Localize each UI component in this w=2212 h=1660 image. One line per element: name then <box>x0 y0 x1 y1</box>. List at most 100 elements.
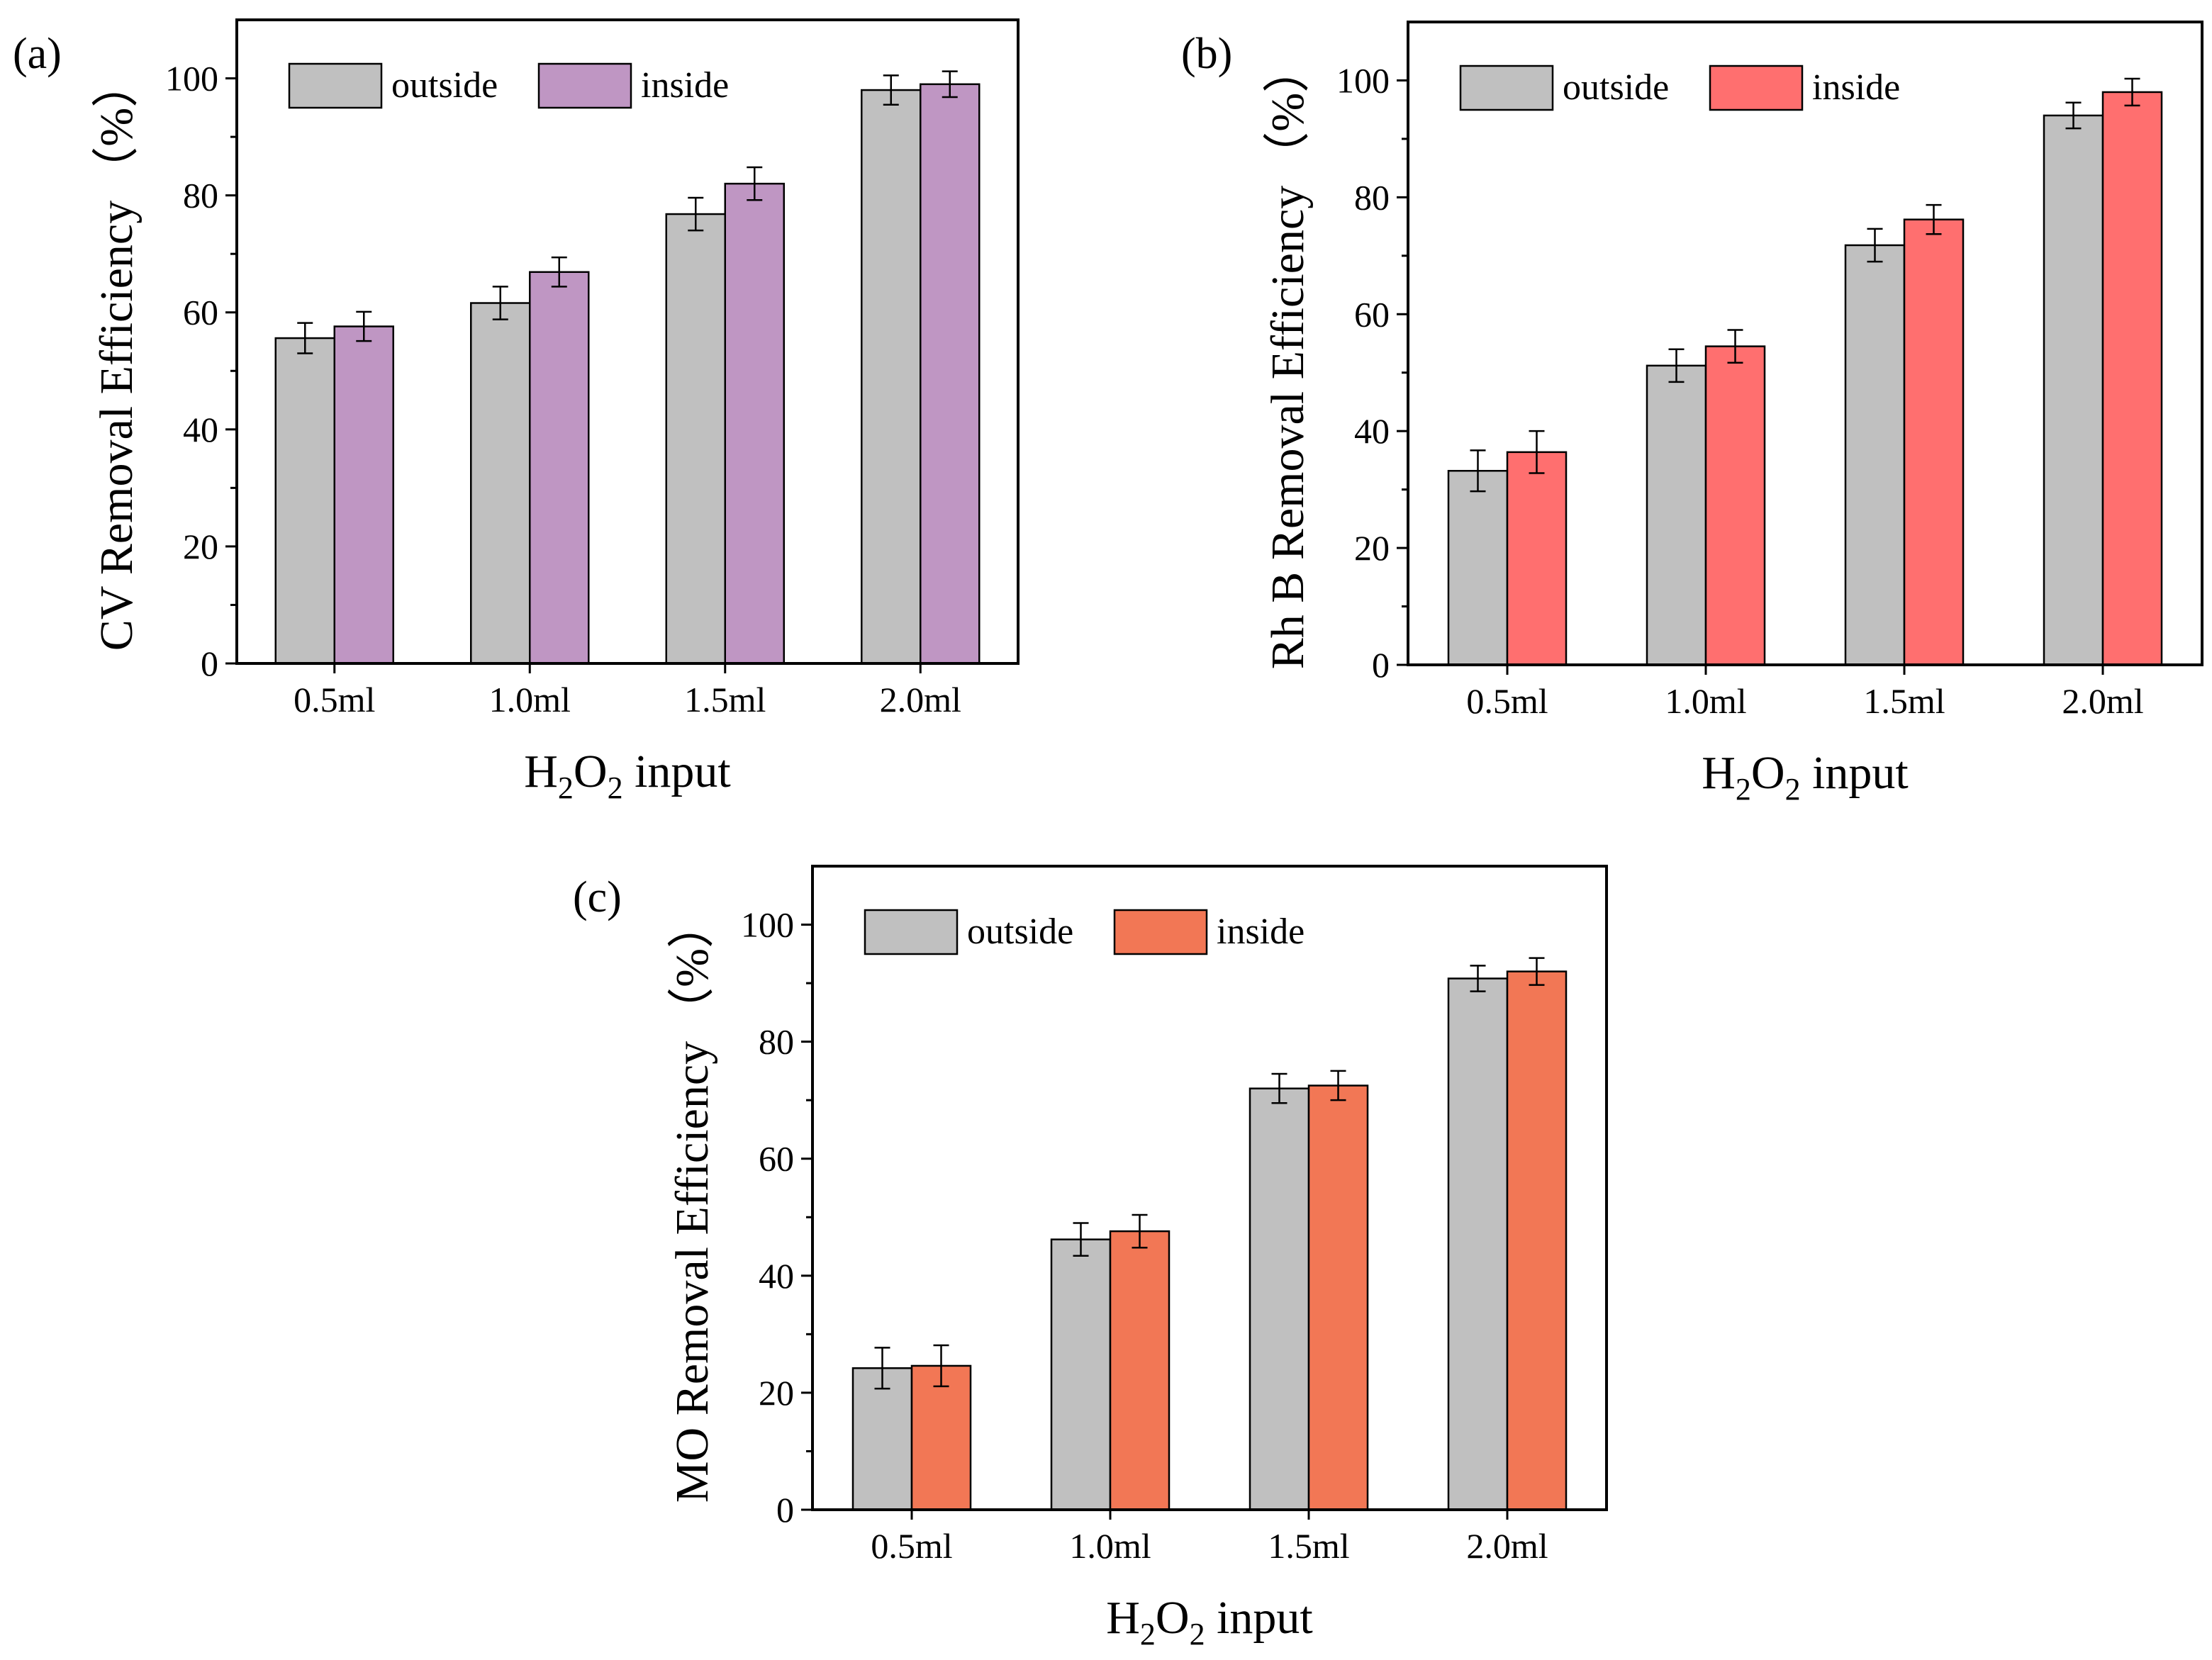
x-tick-label: 2.0ml <box>880 680 961 719</box>
y-axis-title: Rh B Removal Efficiency （%） <box>1262 46 1314 669</box>
x-tick-label: 0.5ml <box>1466 681 1548 721</box>
y-axis-title-unit: （%） <box>1262 46 1314 179</box>
x-axis-title-o: O <box>1156 1592 1190 1644</box>
chart-panel-3: 0.5ml 1.0ml 1.5ml 2.0ml 0 20 40 60 80 100 outside i… <box>573 865 1608 1651</box>
y-tick-label: 100 <box>165 59 218 99</box>
legend: outside inside <box>1459 65 1900 111</box>
bar-inside-1.0ml <box>529 271 590 665</box>
error-bar-outside-1.0ml <box>492 286 508 320</box>
x-tick-label: 0.5ml <box>294 680 375 719</box>
bar-outside-1.5ml <box>1249 1087 1310 1511</box>
plot-frame <box>811 865 1608 1511</box>
legend: outside inside <box>288 62 729 109</box>
x-tick-label: 2.0ml <box>2062 681 2143 721</box>
error-bar-inside-1.5ml <box>747 166 763 201</box>
x-axis-title-rest: input <box>1801 747 1909 799</box>
x-tick-label: 2.0ml <box>1466 1526 1548 1566</box>
error-bar-outside-2.0ml <box>2065 101 2082 130</box>
error-bar-inside-2.0ml <box>942 70 958 99</box>
x-tick-label: 1.5ml <box>1268 1526 1349 1566</box>
y-axis-title-label: MO Removal Efficiency <box>666 1041 718 1503</box>
error-bar-inside-1.0ml <box>551 256 567 288</box>
bar-inside-0.5ml <box>1506 451 1568 666</box>
legend-label-outside: outside <box>391 65 498 106</box>
error-bar-inside-2.0ml <box>1529 957 1545 986</box>
error-bar-inside-2.0ml <box>2124 77 2140 107</box>
error-bar-outside-2.0ml <box>1470 965 1486 992</box>
bar-outside-1.5ml <box>1844 244 1906 666</box>
legend-label-outside: outside <box>1563 67 1669 108</box>
panel-label: (c) <box>573 873 622 921</box>
bar-outside-2.0ml <box>861 89 922 665</box>
error-bar-inside-1.5ml <box>1926 203 1942 235</box>
y-tick-label: 0 <box>776 1490 794 1530</box>
y-tick-label: 20 <box>1354 528 1390 568</box>
legend-label-inside: inside <box>1217 912 1305 952</box>
y-tick-label: 80 <box>1354 177 1390 217</box>
error-bar-outside-1.5ml <box>688 196 704 232</box>
error-bar-outside-1.0ml <box>1073 1222 1089 1257</box>
legend-swatch-outside <box>864 909 959 955</box>
error-bar-outside-2.0ml <box>883 74 899 106</box>
x-tick-label: 1.0ml <box>1069 1526 1151 1566</box>
y-tick-label: 60 <box>1354 294 1390 334</box>
bar-inside-1.5ml <box>1307 1084 1369 1511</box>
y-tick-label: 0 <box>201 644 218 683</box>
x-axis-title-sub-2: 2 <box>1190 1617 1205 1651</box>
y-tick-label: 100 <box>741 905 794 945</box>
y-tick-label: 20 <box>183 527 218 566</box>
bar-inside-1.5ml <box>1903 218 1965 666</box>
bar-inside-1.5ml <box>724 182 785 665</box>
legend-swatch-outside <box>1459 65 1554 111</box>
panel-label: (b) <box>1181 30 1232 78</box>
legend-swatch-inside <box>1113 909 1208 955</box>
error-bar-inside-1.0ml <box>1132 1213 1148 1249</box>
x-tick-label: 1.0ml <box>489 680 571 719</box>
legend-label-inside: inside <box>641 65 729 106</box>
y-tick-label: 80 <box>759 1022 794 1062</box>
x-axis-title-o: O <box>1751 747 1785 799</box>
y-axis-title-unit: （%） <box>91 61 143 194</box>
error-bar-inside-0.5ml <box>933 1344 949 1388</box>
error-bar-outside-0.5ml <box>297 322 313 354</box>
x-axis-title-sub-1: 2 <box>1140 1617 1156 1651</box>
y-tick-label: 20 <box>759 1373 794 1413</box>
x-axis-title-sub-1: 2 <box>558 770 574 805</box>
legend-swatch-inside <box>537 62 632 109</box>
bar-outside-2.0ml <box>2043 114 2104 666</box>
x-tick-label: 1.5ml <box>1863 681 1945 721</box>
chart-panel-1: 0.5ml 1.0ml 1.5ml 2.0ml 0 20 40 60 80 100 outside i… <box>13 18 1020 805</box>
x-axis-title: H2O2 input <box>524 746 731 805</box>
y-axis-title: MO Removal Efficiency （%） <box>666 902 718 1503</box>
bar-inside-1.0ml <box>1704 345 1766 666</box>
error-bar-outside-1.5ml <box>1867 228 1883 263</box>
y-axis-title-label: Rh B Removal Efficiency <box>1262 186 1314 669</box>
x-axis-title-h: H <box>1106 1592 1140 1644</box>
chart-panel-2: 0.5ml 1.0ml 1.5ml 2.0ml 0 20 40 60 80 100 outside i… <box>1181 21 2203 807</box>
y-tick-label: 60 <box>759 1139 794 1179</box>
error-bar-outside-0.5ml <box>874 1347 890 1390</box>
plot-frame <box>235 18 1020 665</box>
x-axis-title: H2O2 input <box>1702 747 1909 807</box>
x-tick-label: 1.0ml <box>1665 681 1746 721</box>
y-tick-label: 80 <box>183 176 218 215</box>
bar-outside-0.5ml <box>274 337 335 665</box>
legend-swatch-outside <box>288 62 383 109</box>
error-bar-inside-1.5ml <box>1330 1070 1346 1101</box>
x-axis-title-sub-2: 2 <box>1785 772 1801 807</box>
x-axis-title-rest: input <box>623 746 731 797</box>
y-tick-label: 40 <box>183 410 218 449</box>
y-axis-title: CV Removal Efficiency （%） <box>91 61 143 651</box>
error-bar-outside-1.0ml <box>1668 348 1685 383</box>
y-tick-label: 40 <box>759 1256 794 1296</box>
y-axis-title-label: CV Removal Efficiency <box>91 201 143 651</box>
bar-outside-1.5ml <box>665 213 726 665</box>
x-axis-title-h: H <box>524 746 558 797</box>
bar-inside-2.0ml <box>1506 970 1568 1511</box>
x-axis-title: H2O2 input <box>1106 1592 1313 1651</box>
bar-inside-2.0ml <box>2101 91 2163 666</box>
bar-outside-1.0ml <box>1050 1238 1112 1511</box>
legend-swatch-inside <box>1709 65 1804 111</box>
y-tick-label: 100 <box>1336 60 1390 100</box>
